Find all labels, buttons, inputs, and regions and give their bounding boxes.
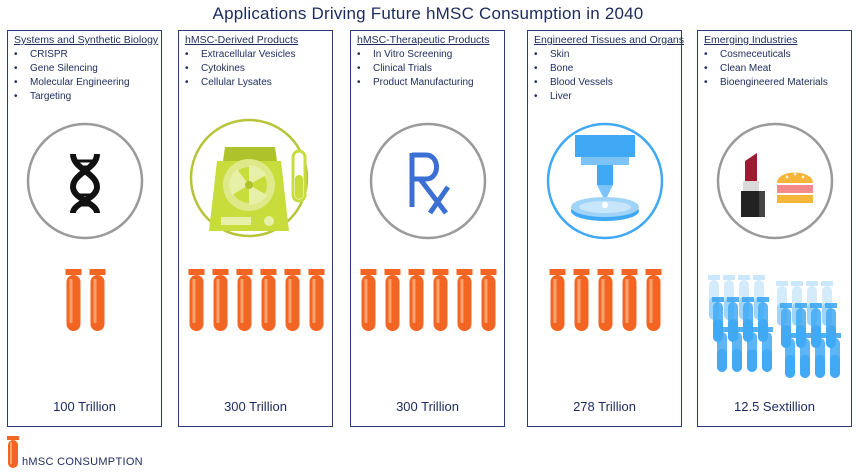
list-item: • Extracellular Vesicles (185, 49, 296, 60)
page-title: Applications Driving Future hMSC Consump… (212, 4, 644, 23)
tubes-group (351, 259, 506, 369)
tubes-group (179, 259, 334, 369)
list-item: • Bone (534, 63, 574, 74)
panel-emerging-industries: Emerging Industries • Cosmeceuticals • Cle… (697, 30, 852, 427)
consumption-value: 100 Trillion (53, 399, 116, 414)
blue-tube-icon (829, 333, 841, 378)
consumption-value: 278 Trillion (573, 399, 636, 414)
orange-tube-icon (188, 269, 205, 331)
orange-tube-icon (212, 269, 229, 331)
consumption-value: 300 Trillion (224, 399, 287, 414)
orange-tube-icon (456, 269, 473, 331)
panel-hmsc-therapeutic-products: hMSC-Therapeutic Products • In Vitro Scre… (350, 30, 505, 427)
list-item: • Product Manufacturing (357, 77, 474, 88)
panel-hmsc-derived-products: hMSC-Derived Products • Extracellular Ves… (178, 30, 333, 427)
panel-list: • In Vitro Screening • Clinical Trials • Pr… (357, 48, 474, 90)
list-item: • Cosmeceuticals (704, 49, 791, 60)
orange-tube-icon (65, 269, 82, 331)
list-item: • Clinical Trials (357, 63, 432, 74)
tubes-group (528, 259, 683, 369)
orange-tube-icon (549, 269, 566, 331)
panel-list: • Skin • Bone • Blood Vessels • Liver (534, 48, 613, 104)
list-item: • Blood Vessels (534, 77, 613, 88)
orange-tube-icon (7, 436, 19, 468)
blue-tube-icon (799, 333, 811, 378)
orange-tube-icon (360, 269, 377, 331)
blue-tube-icon (716, 327, 728, 372)
panel-list: • CRISPR • Gene Silencing • Molecular Engin… (14, 48, 130, 104)
orange-tube-icon (308, 269, 325, 331)
bioprinter-icon (546, 122, 664, 240)
list-item: • CRISPR (14, 49, 68, 60)
blue-tube-icon (784, 333, 796, 378)
panel-heading: hMSC-Derived Products (185, 34, 299, 46)
blue-tube-icon (814, 333, 826, 378)
orange-tube-icon (621, 269, 638, 331)
panel-heading: Systems and Synthetic Biology (14, 34, 159, 46)
blue-tube-icon (731, 327, 743, 372)
panel-systems-synthetic-biology: Systems and Synthetic Biology • CRISPR • G… (7, 30, 162, 427)
lipstick-burger-icon (716, 122, 834, 240)
panel-list: • Extracellular Vesicles • Cytokines • Cell… (185, 48, 295, 90)
panel-list: • Cosmeceuticals • Clean Meat • Bioengineer… (704, 48, 828, 90)
consumption-value: 12.5 Sextillion (734, 399, 815, 414)
orange-tube-icon (480, 269, 497, 331)
centrifuge-icon (189, 118, 309, 238)
orange-tube-icon (89, 269, 106, 331)
orange-tube-icon (432, 269, 449, 331)
orange-tube-icon (573, 269, 590, 331)
orange-tube-icon (384, 269, 401, 331)
orange-tube-icon (597, 269, 614, 331)
orange-tube-icon (408, 269, 425, 331)
list-item: • Molecular Engineering (14, 77, 130, 88)
list-item: • Liver (534, 91, 572, 102)
orange-tube-icon (236, 269, 253, 331)
panel-heading: Emerging Industries (704, 34, 798, 46)
list-item: • Gene Silencing (14, 63, 98, 74)
list-item: • In Vitro Screening (357, 49, 453, 60)
panel-heading: Engineered Tissues and Organs (534, 34, 685, 46)
blue-tube-icon (761, 327, 773, 372)
blue-tube-icon (746, 327, 758, 372)
orange-tube-icon (645, 269, 662, 331)
legend-label: hMSC CONSUMPTION (22, 456, 143, 468)
panel-heading: hMSC-Therapeutic Products (357, 34, 490, 46)
dna-icon (26, 122, 144, 240)
list-item: • Targeting (14, 91, 72, 102)
panel-engineered-tissues-organs: Engineered Tissues and Organs • Skin • Bon… (527, 30, 685, 427)
orange-tube-icon (260, 269, 277, 331)
list-item: • Clean Meat (704, 63, 772, 74)
list-item: • Skin (534, 49, 570, 60)
list-item: • Bioengineered Materials (704, 77, 828, 88)
tubes-group (8, 259, 163, 369)
list-item: • Cytokines (185, 63, 245, 74)
list-item: • Cellular Lysates (185, 77, 272, 88)
tubes-group (698, 271, 853, 401)
consumption-value: 300 Trillion (396, 399, 459, 414)
orange-tube-icon (284, 269, 301, 331)
rx-icon (369, 122, 487, 240)
